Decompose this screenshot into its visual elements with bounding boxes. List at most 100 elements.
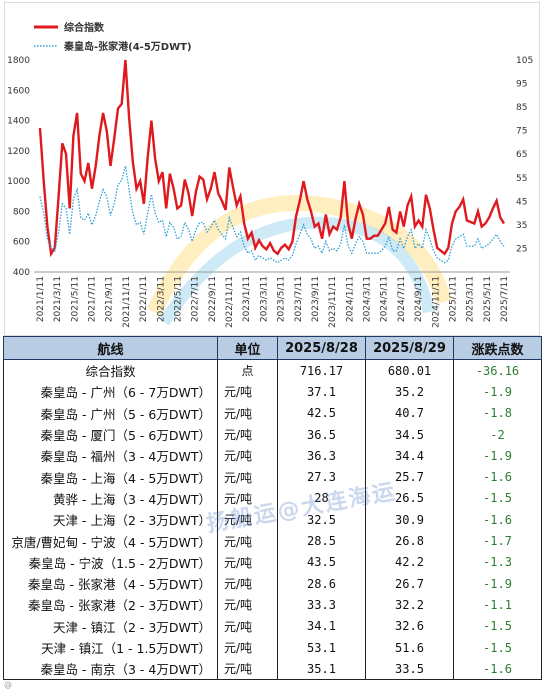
- cell-change: -1.1: [453, 594, 542, 616]
- cell-curr: 33.5: [365, 658, 454, 681]
- table-row: 秦皇岛 - 上海（4 - 5万DWT） 元/吨 27.3 25.7 -1.6: [3, 466, 542, 488]
- right-tick-label: 65: [516, 150, 527, 160]
- left-tick-label: 1400: [7, 117, 30, 127]
- cell-change: -1.9: [453, 445, 542, 467]
- table-row: 秦皇岛 - 南京（3 - 4万DWT） 元/吨 35.1 33.5 -1.6: [3, 658, 542, 681]
- cell-prev: 27.3: [277, 466, 366, 488]
- table-header-row: 航线 单位 2025/8/28 2025/8/29 涨跌点数: [3, 336, 542, 360]
- cell-prev: 43.5: [277, 551, 366, 573]
- left-tick-label: 1800: [7, 56, 30, 66]
- header-change: 涨跌点数: [453, 336, 542, 360]
- left-tick-label: 1000: [7, 177, 30, 187]
- cell-prev: 36.5: [277, 423, 366, 446]
- left-tick-label: 800: [13, 207, 30, 217]
- cell-change: -1.6: [453, 466, 542, 488]
- table-body: 综合指数点 716.17 680.01 -36.16 秦皇岛 - 广州（6 - 7万DW…: [3, 359, 542, 681]
- header-date-curr: 2025/8/29: [365, 336, 454, 360]
- cell-prev: 28.6: [277, 572, 366, 595]
- cell-route: 秦皇岛 - 厦门（5 - 6万DWT）: [3, 423, 218, 446]
- cell-route: 黄骅 - 上海（3 - 4万DWT）: [3, 487, 218, 510]
- x-tick-label: 2021/7/11: [88, 276, 98, 322]
- x-tick-label: 2023/9/11: [311, 276, 321, 322]
- cell-unit: 元/吨: [217, 487, 278, 510]
- cell-route: 综合指数: [3, 359, 218, 382]
- cell-change: -1.7: [453, 530, 542, 552]
- x-tick-label: 2022/3/11: [156, 276, 166, 322]
- cell-curr: 30.9: [365, 509, 454, 531]
- table-row: 天津 - 镇江（2 - 3万DWT） 元/吨 34.1 32.6 -1.5: [3, 615, 542, 637]
- cell-change: -1.6: [453, 509, 542, 531]
- cell-change: -1.8: [453, 402, 542, 424]
- right-tick-label: 35: [516, 221, 527, 231]
- left-tick-label: 1600: [7, 86, 30, 96]
- cell-route: 天津 - 镇江（1 - 1.5万DWT）: [3, 636, 218, 659]
- x-tick-label: 2024/9/11: [414, 276, 424, 322]
- x-tick-label: 2025/5/11: [483, 276, 493, 322]
- cell-change: -36.16: [453, 359, 542, 382]
- chart-frame: [4, 2, 540, 336]
- cell-prev: 53.1: [277, 636, 366, 659]
- cell-prev: 716.17: [277, 359, 366, 382]
- series-line-composite-index: [38, 59, 506, 258]
- x-tick-label: 2025/3/11: [466, 276, 476, 322]
- cell-curr: 40.7: [365, 402, 454, 424]
- chart-svg: 400 600 800 1000 1200 1400 1600 1800 25 35 45 55 65 7…: [4, 2, 540, 336]
- x-tick-label: 2024/5/11: [380, 276, 390, 322]
- x-tick-label: 2023/7/11: [294, 276, 304, 322]
- cell-route: 秦皇岛 - 广州（5 - 6万DWT）: [3, 402, 218, 424]
- cell-route: 秦皇岛 - 张家港（4 - 5万DWT）: [3, 572, 218, 595]
- x-tick-label: 2022/7/11: [191, 276, 201, 322]
- cell-unit: 元/吨: [217, 551, 278, 573]
- x-tick-label: 2021/1/11: [36, 276, 46, 322]
- cell-curr: 32.6: [365, 615, 454, 637]
- cell-unit: 元/吨: [217, 402, 278, 424]
- cell-change: -1.3: [453, 551, 542, 573]
- right-tick-label: 105: [516, 56, 533, 66]
- x-tick-label: 2021/11/11: [122, 276, 132, 328]
- x-tick-label: 2025/1/11: [448, 276, 458, 322]
- table-row: 综合指数点 716.17 680.01 -36.16: [3, 359, 542, 382]
- cell-route: 秦皇岛 - 福州（3 - 4万DWT）: [3, 445, 218, 467]
- cell-unit: 元/吨: [217, 423, 278, 446]
- cell-change: -1.9: [453, 381, 542, 403]
- right-tick-label: 45: [516, 197, 527, 207]
- cell-change: -2: [453, 423, 542, 446]
- header-route: 航线: [3, 336, 218, 360]
- cell-prev: 28: [277, 487, 366, 510]
- right-tick-label: 75: [516, 127, 527, 137]
- cell-curr: 42.2: [365, 551, 454, 573]
- cell-curr: 32.2: [365, 594, 454, 616]
- cell-change: -1.5: [453, 487, 542, 510]
- cell-curr: 26.8: [365, 530, 454, 552]
- cell-curr: 26.7: [365, 572, 454, 595]
- cell-change: -1.9: [453, 572, 542, 595]
- cell-route: 秦皇岛 - 张家港（2 - 3万DWT）: [3, 594, 218, 616]
- cell-prev: 33.3: [277, 594, 366, 616]
- cell-prev: 42.5: [277, 402, 366, 424]
- x-tick-label: 2024/3/11: [363, 276, 373, 322]
- cell-route: 秦皇岛 - 宁波（1.5 - 2万DWT）: [3, 551, 218, 573]
- cell-unit: 元/吨: [217, 530, 278, 552]
- left-tick-label: 600: [13, 238, 30, 248]
- legend-label-qhd-zjg: 秦皇岛-张家港(4-5万DWT): [63, 40, 192, 53]
- cell-curr: 51.6: [365, 636, 454, 659]
- table-row: 秦皇岛 - 广州（5 - 6万DWT） 元/吨 42.5 40.7 -1.8: [3, 402, 542, 424]
- cell-unit: 点: [217, 359, 278, 382]
- x-tick-label: 2021/9/11: [105, 276, 115, 322]
- cell-prev: 28.5: [277, 530, 366, 552]
- cell-prev: 36.3: [277, 445, 366, 467]
- header-date-prev: 2025/8/28: [277, 336, 366, 360]
- cell-route: 秦皇岛 - 上海（4 - 5万DWT）: [3, 466, 218, 488]
- x-tick-label: 2022/1/11: [139, 276, 149, 322]
- table-row: 秦皇岛 - 张家港（2 - 3万DWT） 元/吨 33.3 32.2 -1.1: [3, 594, 542, 616]
- cell-unit: 元/吨: [217, 615, 278, 637]
- swirl-blue: [159, 216, 435, 326]
- cell-route: 天津 - 上海（2 - 3万DWT）: [3, 509, 218, 531]
- table-row: 秦皇岛 - 广州（6 - 7万DWT） 元/吨 37.1 35.2 -1.9: [3, 381, 542, 403]
- x-tick-label: 2022/11/11: [225, 276, 235, 328]
- swirl-yellow: [146, 195, 452, 316]
- cell-unit: 元/吨: [217, 572, 278, 595]
- x-tick-label: 2021/3/11: [53, 276, 63, 322]
- table-row: 秦皇岛 - 张家港（4 - 5万DWT） 元/吨 28.6 26.7 -1.9: [3, 572, 542, 595]
- cell-route: 京唐/曹妃甸 - 宁波（4 - 5万DWT）: [3, 530, 218, 552]
